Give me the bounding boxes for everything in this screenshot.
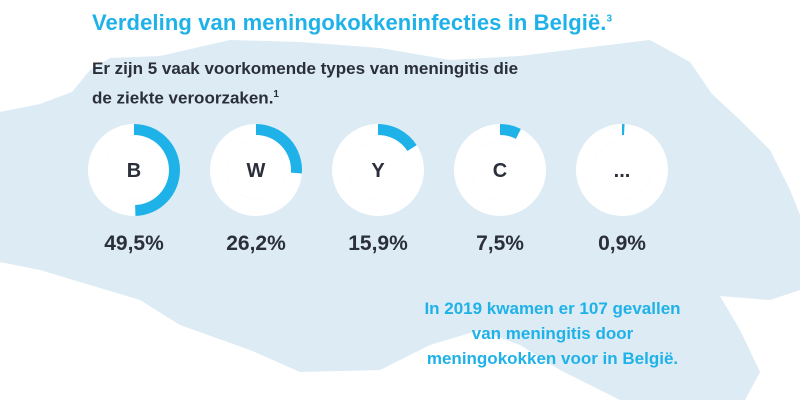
- donut-category-label-C: C: [493, 160, 507, 182]
- title-text: Verdeling van meningokokkeninfecties in …: [92, 10, 607, 35]
- donut-center-other: [593, 141, 651, 199]
- subtitle-line-2: de ziekte veroorzaken.1: [92, 82, 518, 112]
- donut-center-Y: [349, 141, 407, 199]
- donut-value-label-Y: 15,9%: [348, 232, 408, 255]
- donut-category-label-other: ...: [614, 160, 631, 182]
- donut-value-label-W: 26,2%: [226, 232, 286, 255]
- donut-slice-other: [622, 124, 625, 136]
- donut-slice-B: [134, 124, 180, 216]
- donut-center-W: [227, 141, 285, 199]
- title-footnote-ref: 3: [606, 13, 613, 25]
- page-title: Verdeling van meningokokkeninfecties in …: [92, 10, 612, 36]
- subtitle-line-1: Er zijn 5 vaak voorkomende types van men…: [92, 59, 519, 78]
- donut-category-label-B: B: [127, 160, 141, 182]
- donut-center-C: [471, 141, 529, 199]
- donut-value-label-C: 7,5%: [476, 232, 524, 255]
- note-line-2: van meningitis door: [471, 324, 634, 343]
- donut-value-label-B: 49,5%: [104, 232, 164, 255]
- donut-slice-Y: [378, 124, 417, 152]
- donut-slice-C: [500, 124, 521, 139]
- donut-value-label-other: 0,9%: [598, 232, 646, 255]
- note-line-3: meningokokken voor in België.: [426, 349, 679, 368]
- donut-category-label-Y: Y: [371, 160, 385, 182]
- cases-note: In 2019 kwamen er 107 gevallen van menin…: [380, 296, 725, 371]
- note-line-1: In 2019 kwamen er 107 gevallen: [424, 299, 681, 318]
- subtitle: Er zijn 5 vaak voorkomende types van men…: [92, 56, 518, 112]
- subtitle-footnote-ref: 1: [273, 89, 279, 100]
- donut-slice-W: [256, 124, 303, 174]
- donut-category-label-W: W: [247, 160, 266, 182]
- donut-center-B: [105, 141, 163, 199]
- subtitle-line-2-text: de ziekte veroorzaken.: [92, 88, 274, 108]
